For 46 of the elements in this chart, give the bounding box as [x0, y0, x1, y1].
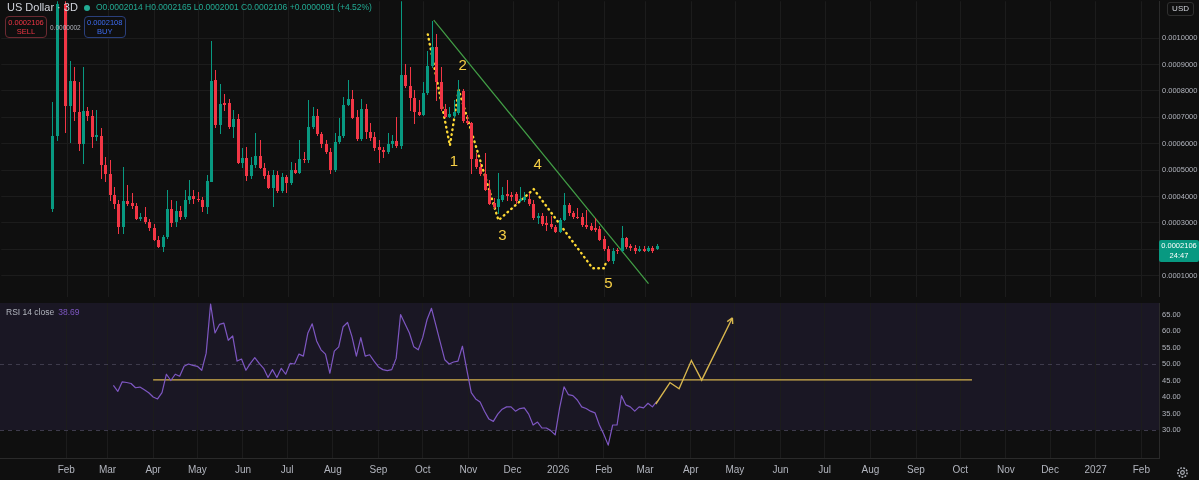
x-tick-label: Jul: [818, 463, 832, 475]
candlestick: [576, 208, 579, 219]
candlestick: [519, 187, 522, 202]
annotation: 5: [604, 274, 613, 292]
annotation: 38.69: [58, 307, 80, 317]
x-tick-label: Dec: [1041, 463, 1059, 475]
x-tick-label: May: [187, 463, 207, 475]
annotation: 3: [498, 226, 507, 244]
x-tick-label: Nov: [459, 463, 478, 475]
candlestick: [303, 152, 306, 163]
line-series: [426, 33, 608, 270]
x-tick-label: Nov: [996, 463, 1015, 475]
candlestick: [223, 94, 226, 111]
x-tick-label: Jul: [280, 463, 294, 475]
annotation: RSI 14 close: [6, 307, 55, 317]
x-tick-label: Apr: [145, 463, 162, 475]
annotation: 2: [458, 56, 467, 74]
x-tick-label: Jun: [772, 463, 789, 475]
x-tick-label: Feb: [595, 463, 613, 475]
x-tick-label: Dec: [503, 463, 522, 475]
x-tick-label: Oct: [952, 463, 969, 475]
x-tick-label: 2027: [1084, 463, 1108, 475]
x-tick-label: Apr: [682, 463, 700, 475]
annotation: 4: [533, 155, 542, 173]
x-tick-label: Jun: [234, 463, 252, 475]
candlestick: [197, 192, 200, 202]
annotation: 1: [449, 151, 459, 169]
x-tick-label: 2026: [547, 463, 570, 475]
x-tick-label: Feb: [1132, 463, 1151, 475]
x-tick-label: Mar: [98, 463, 117, 475]
x-tick-label: Feb: [57, 463, 76, 475]
candlestick: [95, 110, 98, 141]
candlestick: [545, 216, 548, 231]
x-tick-label: Sep: [907, 463, 926, 475]
x-tick-label: Aug: [323, 463, 342, 475]
x-tick-label: Aug: [861, 463, 880, 475]
x-tick-label: Oct: [414, 463, 431, 475]
candlestick: [378, 140, 381, 163]
currency-selector: USD: [1167, 2, 1194, 16]
candlestick: [506, 180, 509, 201]
candlestick: [126, 185, 129, 206]
candlestick: [585, 210, 588, 229]
x-tick-label: Mar: [636, 463, 655, 475]
x-tick-label: May: [725, 463, 745, 475]
x-tick-label: Sep: [369, 463, 388, 475]
annotation: O0.0002014 H0.0002165 L0.0002001 C0.0002106 +0.0000091 (+4.52%): [95, 1, 372, 14]
